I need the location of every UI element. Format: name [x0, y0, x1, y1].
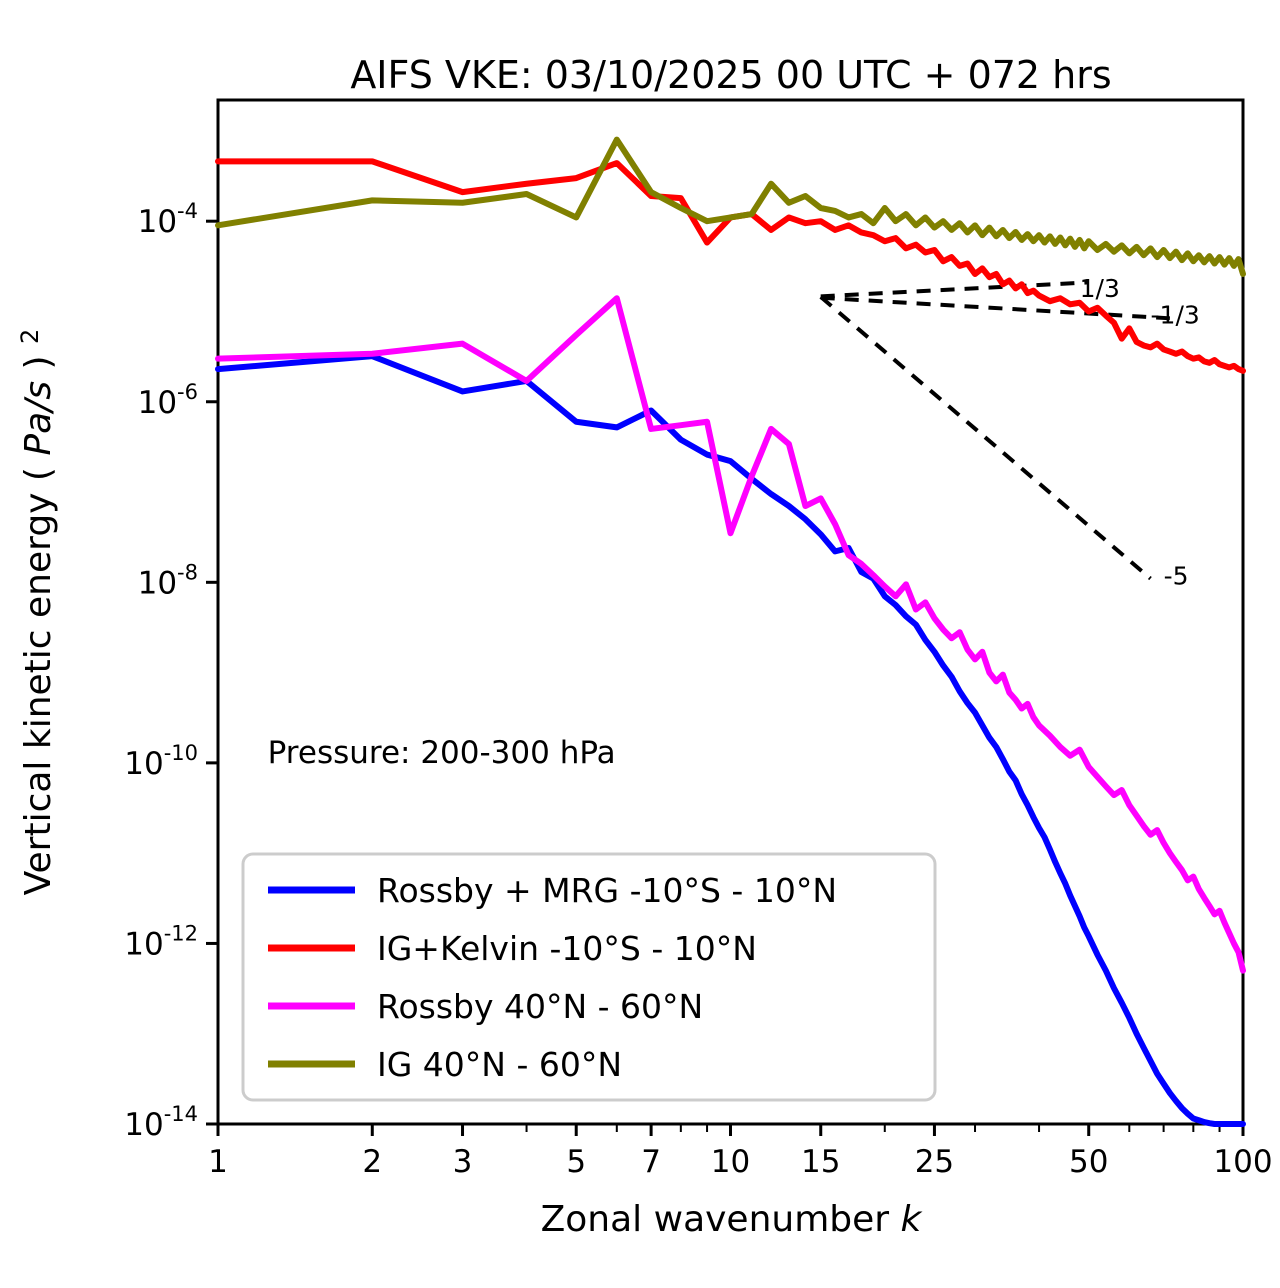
- pressure-note: Pressure: 200-300 hPa: [268, 735, 616, 771]
- y-tick-label--12: 10-12: [124, 921, 198, 962]
- x-tick-label-15: 15: [801, 1144, 840, 1180]
- x-axis-minor-ticks: [525, 1124, 1221, 1132]
- svg-text:Vertical kinetic energy: Vertical kinetic energy ( Pa/s ) 2: [16, 329, 59, 896]
- x-tick-label-7: 7: [641, 1144, 661, 1180]
- x-axis-label-text: Zonal wavenumber: [541, 1199, 890, 1240]
- x-axis-ticks: 1 2 3 5 7 10 15 25 50 100: [208, 1124, 1273, 1180]
- x-axis-label-symbol: k: [901, 1199, 924, 1240]
- x-tick-label-100: 100: [1213, 1144, 1272, 1180]
- y-tick-label--8: 10-8: [138, 560, 198, 601]
- x-tick-label-3: 3: [453, 1144, 473, 1180]
- slope-1-3: [820, 280, 1089, 299]
- y-tick-label--6: 10-6: [138, 380, 198, 421]
- y-tick-label--10: 10-10: [124, 741, 198, 782]
- series-line-rossby-mrg-tropics: [215, 353, 1246, 1127]
- legend-label-0[interactable]: Rossby + MRG -10°S - 10°N: [377, 871, 837, 910]
- x-axis-label: Zonal wavenumber k: [541, 1199, 924, 1240]
- y-axis-label: Vertical kinetic energy ( Pa/s ) 2: [16, 329, 59, 896]
- slope-neg-5: [819, 295, 1152, 581]
- chart-legend[interactable]: Rossby + MRG -10°S - 10°N IG+Kelvin -10°S…: [241, 852, 937, 1102]
- x-tick-label-1: 1: [208, 1144, 228, 1180]
- series-line-ig-kelvin-tropics: [215, 158, 1246, 374]
- y-axis-ticks: 10-4 10-6 10-8 10-10 10-12 10-14: [124, 199, 218, 1143]
- chart-title: AIFS VKE: 03/10/2025 00 UTC + 072 hrs: [350, 53, 1111, 97]
- y-tick-label--4: 10-4: [138, 199, 198, 240]
- y-axis-label-text: Vertical kinetic energy: [18, 493, 59, 896]
- chart-annotations: Pressure: 200-300 hPa 1/3 -1/3 -5: [268, 274, 1200, 771]
- reference-slope-lines: [819, 280, 1171, 581]
- x-tick-label-25: 25: [915, 1144, 954, 1180]
- svg-text:Zonal wavenumber: Zonal wavenumber k: [541, 1199, 924, 1240]
- x-tick-label-5: 5: [566, 1144, 586, 1180]
- y-axis-label-exponent: 2: [16, 329, 44, 344]
- slope-neg-1-3: [820, 295, 1171, 321]
- series-line-rossby-midlat: [215, 295, 1246, 974]
- x-tick-label-50: 50: [1069, 1144, 1108, 1180]
- y-axis-label-unit: Pa/s: [18, 381, 59, 456]
- series-line-ig-midlat: [215, 136, 1246, 278]
- x-tick-label-10: 10: [711, 1144, 750, 1180]
- slope-label-plus-third: 1/3: [1080, 274, 1120, 303]
- x-tick-label-2: 2: [362, 1144, 382, 1180]
- data-series-group: [215, 136, 1246, 1127]
- legend-label-2[interactable]: Rossby 40°N - 60°N: [377, 987, 703, 1026]
- y-tick-label--14: 10-14: [124, 1102, 198, 1143]
- legend-label-1[interactable]: IG+Kelvin -10°S - 10°N: [377, 929, 757, 968]
- legend-box: [241, 852, 937, 1102]
- slope-label-minus-third: -1/3: [1151, 300, 1200, 329]
- legend-label-3[interactable]: IG 40°N - 60°N: [377, 1045, 622, 1084]
- slope-label-minus-five: -5: [1164, 561, 1189, 590]
